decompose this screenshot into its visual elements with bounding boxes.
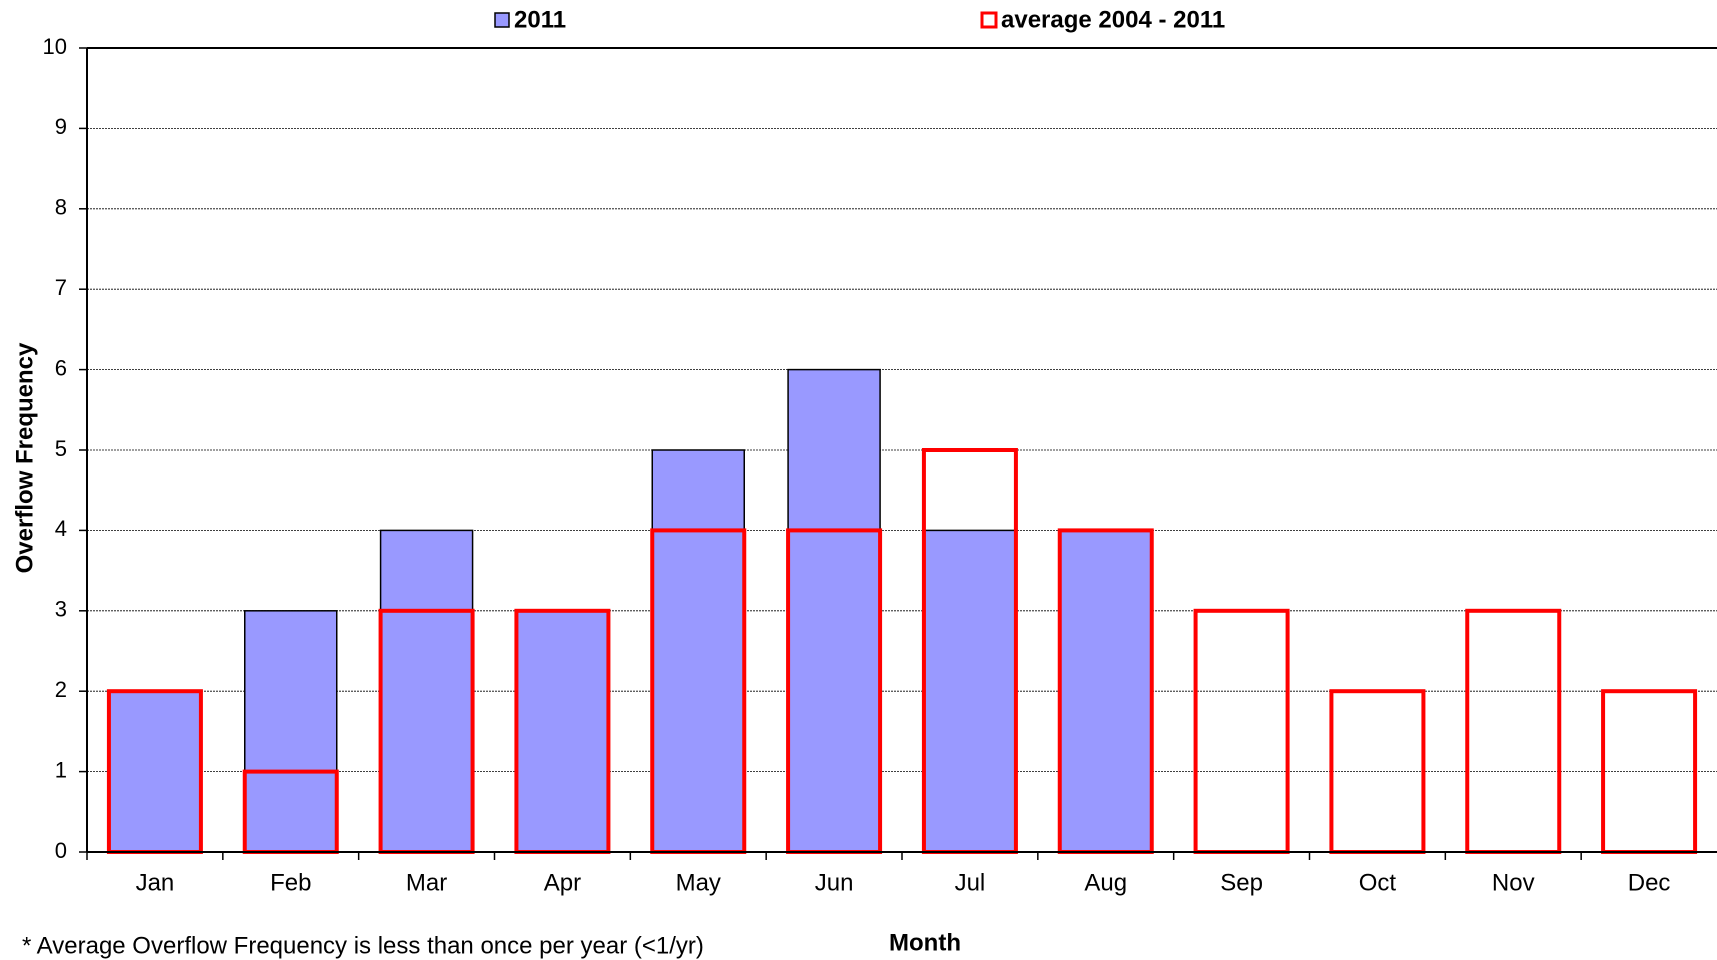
x-tick-label: May — [676, 869, 721, 896]
y-axis-title: Overflow Frequency — [11, 342, 38, 573]
y-tick-label: 9 — [55, 114, 67, 139]
bar — [108, 690, 202, 853]
x-tick-label: Feb — [270, 869, 311, 896]
y-tick-label: 1 — [55, 757, 67, 782]
x-tick-label: Apr — [544, 869, 581, 896]
bar — [244, 610, 338, 853]
legend-swatch — [494, 12, 510, 28]
x-tick-label: Sep — [1220, 869, 1263, 896]
y-tick-label: 7 — [55, 275, 67, 300]
bar — [923, 529, 1017, 853]
y-tick-label: 0 — [55, 838, 67, 863]
x-tick-label: Mar — [406, 869, 447, 896]
bar — [651, 449, 745, 853]
x-tick-label: Jan — [136, 869, 175, 896]
bar-outline — [1193, 608, 1290, 854]
x-tick-label: Nov — [1492, 869, 1535, 896]
legend-label: average 2004 - 2011 — [1001, 6, 1225, 33]
legend-label: 2011 — [514, 6, 566, 33]
bar — [787, 368, 881, 853]
x-axis-title: Month — [889, 929, 961, 956]
y-tick-label: 3 — [55, 597, 67, 622]
x-tick-label: Jun — [815, 869, 854, 896]
x-tick-label: Jul — [955, 869, 986, 896]
x-tick-label: Dec — [1628, 869, 1671, 896]
bar — [379, 529, 474, 853]
y-tick-label: 6 — [55, 355, 67, 380]
bar-outline — [1465, 608, 1562, 854]
y-tick-label: 4 — [55, 516, 67, 541]
bar — [1059, 529, 1153, 853]
y-tick-label: 8 — [55, 195, 67, 220]
y-tick-label: 5 — [55, 436, 67, 461]
x-tick-label: Oct — [1359, 869, 1397, 896]
x-tick-label: Aug — [1084, 869, 1127, 896]
bar — [515, 610, 610, 853]
y-tick-label: 2 — [55, 677, 67, 702]
annotation: * Average Overflow Frequency is less tha… — [22, 932, 704, 959]
y-tick-label: 10 — [43, 34, 67, 59]
legend-swatch — [980, 11, 998, 29]
